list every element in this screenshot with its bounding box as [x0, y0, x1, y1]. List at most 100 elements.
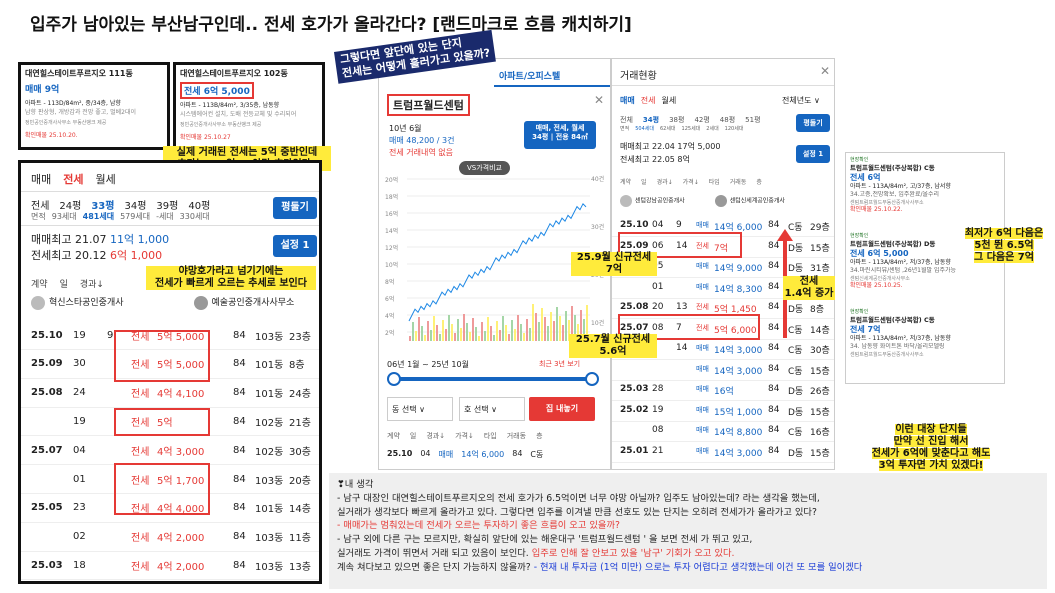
col-header[interactable]: 일: [409, 432, 417, 440]
ho-select[interactable]: 호 선택 ∨: [459, 397, 525, 421]
list-home-button[interactable]: 집 내놓기: [529, 397, 595, 421]
col-elapsed[interactable]: 경과↓: [79, 280, 104, 290]
col-header[interactable]: 일: [641, 179, 647, 186]
size-tab[interactable]: 51평: [745, 116, 761, 124]
trade-type-button[interactable]: 매매, 전세, 월세 34평 | 전용 84㎡: [524, 121, 596, 149]
col-day[interactable]: 일: [59, 280, 68, 290]
thought-line-highlight: 입주로 인해 잘 안보고 있을 '남구' 기회가 오고 있다.: [531, 547, 735, 559]
annotation-note: 야망호가라고 넘기기에는 전세가 빠르게 오르는 추세로 보인다: [146, 266, 316, 290]
col-header[interactable]: 타입: [708, 179, 720, 186]
volume-bar: [562, 325, 564, 341]
agent-item[interactable]: 혁신스타공인중개사: [31, 295, 124, 310]
recent-3y-link[interactable]: 최근 3년 보기: [539, 360, 581, 368]
size-tab[interactable]: 24평: [59, 201, 82, 212]
table-row[interactable]: 25.08 20 13 전세 5억 1,450 84 D동 8층: [612, 295, 834, 319]
dong-select[interactable]: 동 선택 ∨: [387, 397, 453, 421]
settings-button[interactable]: 설정 1: [273, 235, 317, 257]
col-header[interactable]: 층: [756, 179, 762, 186]
cell-ym: 25.05: [31, 502, 63, 514]
table-row[interactable]: 02 전세 4억 2,000 84 103동 11층: [21, 523, 319, 552]
table-row[interactable]: 25.10 04 매매 14억 6,000 84 C동: [387, 449, 543, 460]
agent-name: 예술공인중개사사무소: [211, 298, 295, 308]
table-row[interactable]: 25.03 28 매매 16억 84 D동 26층: [612, 377, 834, 401]
col-header[interactable]: 가격↓: [682, 179, 699, 186]
cell-type: 전세: [131, 504, 150, 516]
listing-card[interactable]: 현장확인 트럼프월드센텀(주상복합) C동 전세 7억 아파트 - 113A/84m²…: [850, 309, 1000, 381]
table-row[interactable]: 05 매매 14억 9,000 84 D동 31층: [612, 254, 834, 278]
col-header[interactable]: 경과↓: [656, 179, 673, 186]
col-header[interactable]: 계약: [387, 432, 400, 440]
agent-name: 혁신스타공인중개사: [49, 298, 124, 308]
col-contract[interactable]: 계약: [31, 280, 48, 290]
size-tabs[interactable]: 전세 24평 33평 34평 39평 40평: [31, 197, 210, 212]
agent-item[interactable]: 예술공인중개사사무소: [193, 295, 295, 310]
size-tab[interactable]: 42평: [694, 116, 710, 124]
col-header[interactable]: 층: [536, 432, 543, 440]
size-tab-selected[interactable]: 34평: [642, 116, 660, 124]
agent-item[interactable]: 센텀신세계공인중개사: [714, 195, 785, 207]
unit-label: 579세대: [120, 212, 151, 221]
col-header[interactable]: 경과↓: [426, 432, 446, 440]
size-tab-selected[interactable]: 33평: [91, 201, 115, 212]
tab-jeonse[interactable]: 전세: [640, 96, 656, 105]
settings-button[interactable]: 설정 1: [796, 145, 830, 163]
tab-apt-officetel[interactable]: 아파트/오피스텔: [499, 72, 561, 82]
slider-handle[interactable]: [585, 372, 599, 386]
tab-monthly[interactable]: 월세: [661, 96, 677, 105]
table-row[interactable]: 25.07 04 전세 4억 3,000 84 102동 30층: [21, 436, 319, 466]
pyeong-button[interactable]: 평둘기: [796, 114, 830, 132]
table-row[interactable]: 25.10 19 9 전세 5억 5,000 84 103동 23층: [21, 321, 319, 350]
tab-jeonse[interactable]: 전세: [63, 173, 84, 186]
annotation-note: 이런 대장 단지들 만약 선 진입 해서 전세가 6억에 맞춘다고 해도 3억 …: [848, 424, 1014, 472]
size-tab[interactable]: 39평: [156, 201, 179, 212]
jeonse-high-date: 20.12: [74, 249, 107, 262]
table-row[interactable]: 01 전세 5억 1,700 84 103동 20층: [21, 465, 319, 494]
col-header[interactable]: 계약: [620, 179, 632, 186]
volume-bar: [532, 304, 534, 341]
tab-sale[interactable]: 매매: [31, 173, 52, 186]
listing-card-111[interactable]: 대연힐스테이트푸르지오 111동 매매 9억 아파트 - 113D/84m², …: [18, 62, 170, 150]
close-icon[interactable]: ✕: [594, 93, 605, 107]
table-row[interactable]: 25.02 19 매매 15억 1,000 84 D동 15층: [612, 398, 834, 422]
table-row[interactable]: 25.01 21 매매 14억 3,000 84 D동 15층: [612, 439, 834, 463]
cell-dong: C동: [788, 366, 803, 377]
close-icon[interactable]: ✕: [820, 64, 831, 78]
cell-dong: D동: [788, 264, 804, 274]
col-header[interactable]: 타입: [483, 432, 497, 440]
table-row[interactable]: 25.09 30 전세 5억 5,000 84 101동 8층: [21, 350, 319, 379]
slider-handle[interactable]: [387, 372, 401, 386]
size-tab[interactable]: 38평: [669, 116, 685, 124]
col-header[interactable]: 가격↓: [455, 432, 474, 440]
card-line: 남향 판상형, 개방감과 전망 좋고, 멀베2대이: [25, 109, 137, 116]
size-tab[interactable]: 전체: [620, 116, 633, 124]
table-row[interactable]: 08 매매 14억 8,800 84 C동 16층: [612, 418, 834, 442]
tab-sale[interactable]: 매매: [620, 96, 635, 105]
size-tab[interactable]: 48평: [719, 116, 736, 124]
col-header[interactable]: 거래동: [729, 179, 747, 186]
date-slider[interactable]: [393, 377, 593, 381]
cell-fl: 29층: [810, 223, 830, 233]
listing-card-102[interactable]: 대연힐스테이트푸르지오 102동 전세 6억 5,000 아파트 - 113B/…: [173, 62, 325, 150]
col-header[interactable]: 거래동: [506, 432, 527, 440]
agent-name: 센텀강남공인중개사: [635, 197, 685, 205]
pyeong-button[interactable]: 평둘기: [273, 197, 317, 219]
table-row[interactable]: 25.05 23 전세 4억 4,000 84 101동 14층: [21, 494, 319, 523]
table-row[interactable]: 14 매매 14억 3,000 84 C동 30층: [612, 336, 834, 360]
size-tab[interactable]: 40평: [188, 201, 211, 212]
table-row[interactable]: 25.10 04 9 매매 14억 6,000 84 C동 29층: [612, 213, 834, 237]
year-filter[interactable]: 전체년도 ∨: [782, 96, 820, 105]
card-l3: 센텀신세계공인중개사사무소: [850, 275, 910, 282]
vs-compare-button[interactable]: VS가격비교: [459, 161, 510, 175]
tab-monthly[interactable]: 월세: [95, 173, 116, 186]
table-row[interactable]: 매매 14억 3,000 84 C동 15층: [612, 357, 834, 381]
size-tab[interactable]: 34평: [124, 201, 147, 212]
agent-item[interactable]: 센텀강남공인중개사: [620, 195, 685, 207]
size-tab[interactable]: 전세: [31, 201, 50, 212]
cell-type: 전세: [131, 331, 150, 343]
table-row[interactable]: 25.08 24 전세 4억 4,100 84 101동 24층: [21, 379, 319, 408]
listing-card[interactable]: 현장확인 트럼프월드센텀(주상복합) D동 전세 6억 5,000 아파트 - 113…: [850, 233, 1000, 305]
table-row[interactable]: 25.03 18 전세 4억 2,000 84 103동 13층: [21, 551, 319, 581]
cell-type: 매매: [696, 385, 709, 393]
card-price: 전세 7억: [850, 324, 881, 334]
listing-card[interactable]: 현장확인 트럼프월드센텀(주상복합) C동 전세 6억 아파트 - 113A/84m²…: [850, 157, 1000, 229]
